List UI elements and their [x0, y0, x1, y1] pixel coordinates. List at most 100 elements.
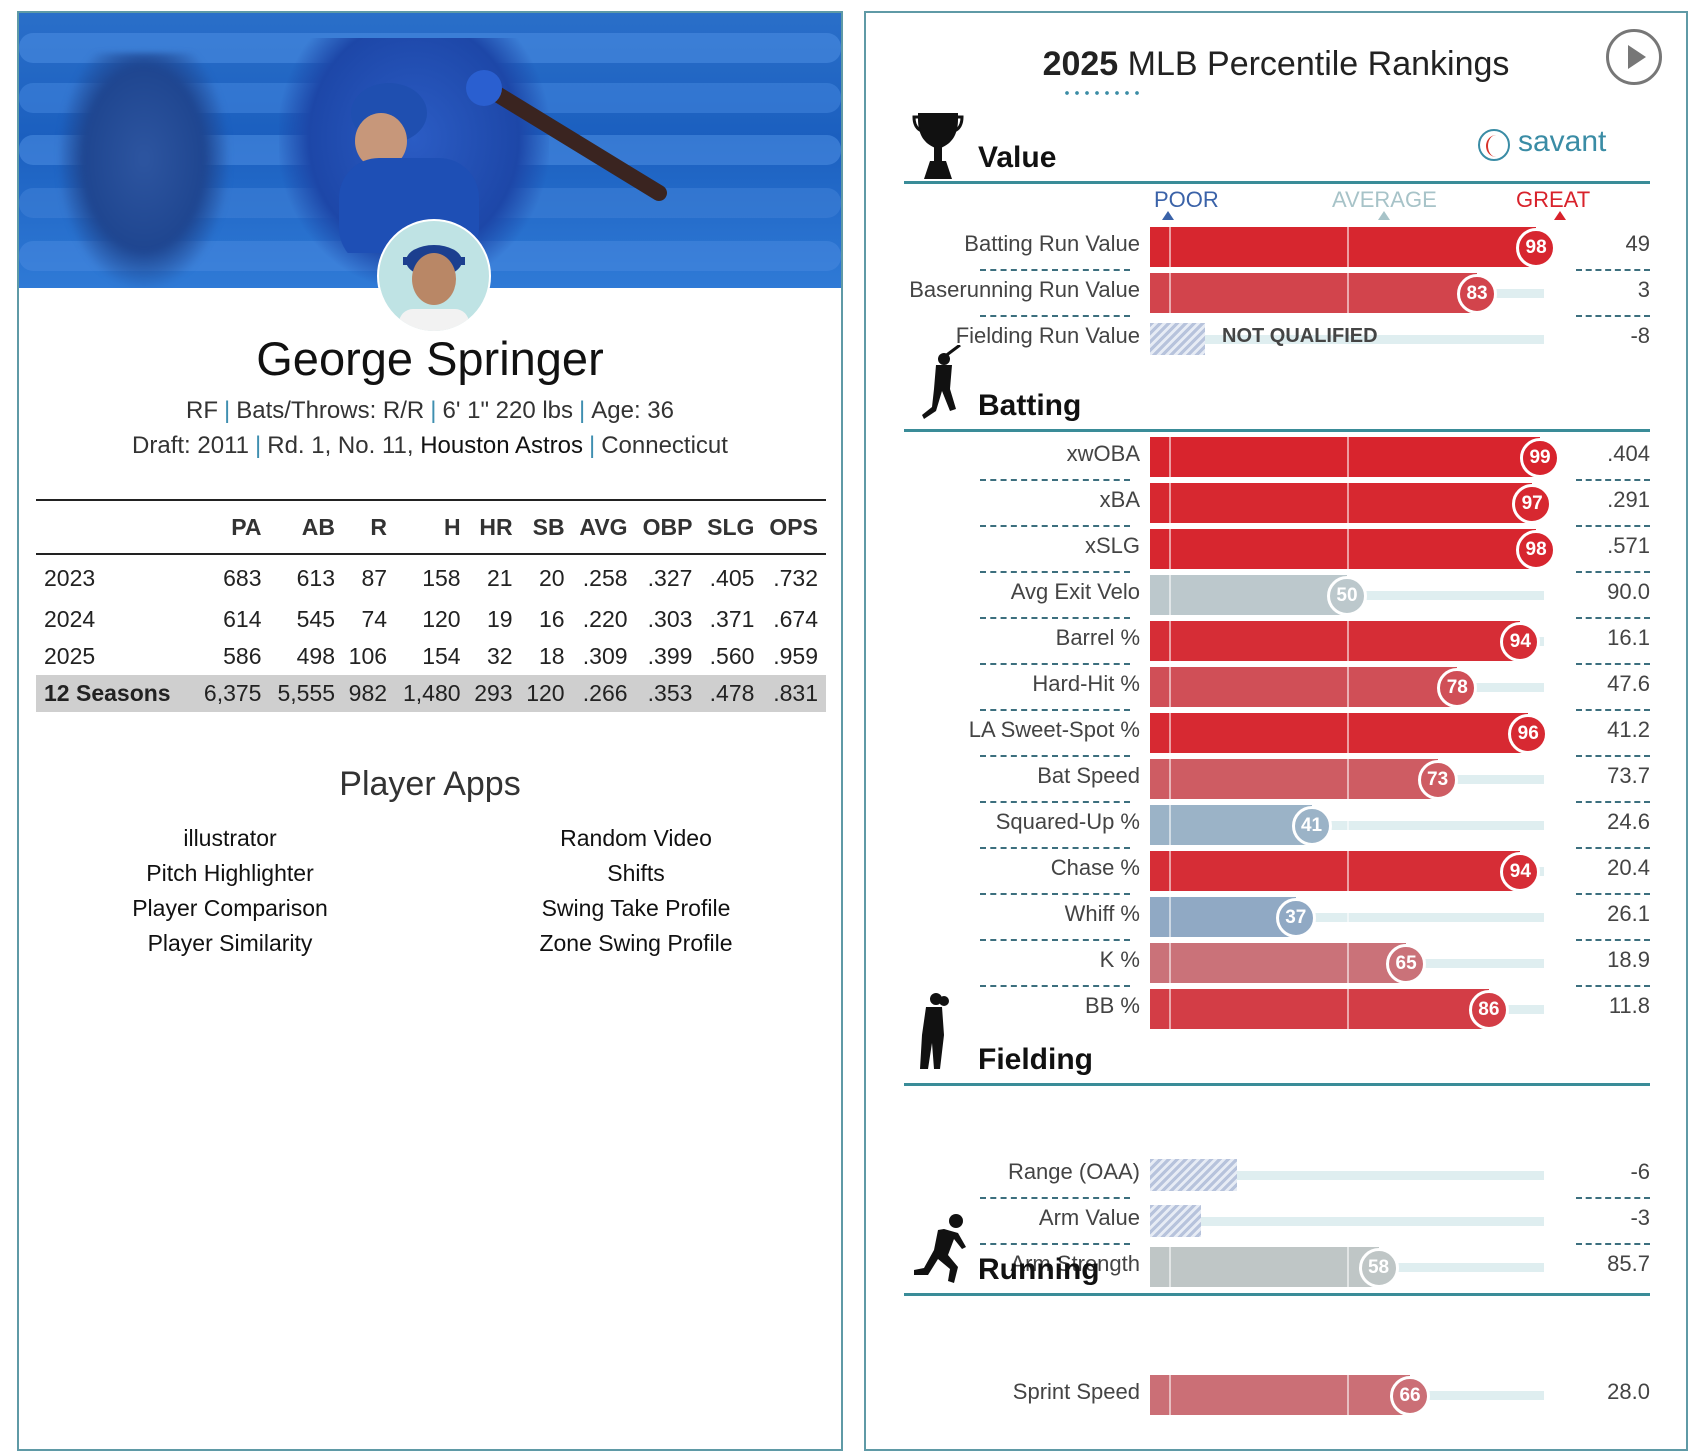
average-tick	[1347, 943, 1349, 983]
metric-row[interactable]: NOT QUALIFIED Fielding Run Value -8	[904, 319, 1650, 362]
stats-cell: .732	[773, 564, 818, 591]
metric-row[interactable]: Arm Value -3	[904, 1201, 1650, 1245]
metric-value: 16.1	[1607, 625, 1650, 650]
savant-logo[interactable]: savant	[1518, 125, 1607, 158]
metric-value: .571	[1607, 533, 1650, 558]
draft-pick: Rd. 1, No. 11,	[267, 432, 414, 459]
metric-row[interactable]: 83 Baserunning Run Value 3	[904, 273, 1650, 317]
metric-label: Batting Run Value	[964, 231, 1140, 256]
row-divider	[980, 571, 1130, 573]
metric-row[interactable]: 96 LA Sweet-Spot % 41.2	[904, 713, 1650, 757]
metric-row[interactable]: 73 Bat Speed 73.7	[904, 759, 1650, 803]
metric-row[interactable]: 58 Arm Strength 85.7	[904, 1247, 1650, 1290]
stats-column-header: OBP	[635, 499, 701, 555]
player-app-link[interactable]: illustrator	[183, 825, 277, 851]
row-divider	[980, 847, 1130, 849]
player-app-link[interactable]: Zone Swing Profile	[539, 930, 733, 956]
stats-total-cell: .353	[635, 675, 701, 712]
metric-row[interactable]: 98 xSLG .571	[904, 529, 1650, 573]
metric-label: Range (OAA)	[1007, 1159, 1140, 1184]
batter-icon	[912, 343, 968, 428]
stats-row: 2025 586 498 106 154 32 18 .309 .399 .560 .959	[36, 638, 826, 675]
metric-value: 24.6	[1607, 809, 1650, 834]
row-divider	[1576, 479, 1650, 481]
trophy-icon	[912, 109, 964, 186]
metric-label: K %	[1099, 947, 1140, 972]
percentile-badge: 86	[1468, 990, 1509, 1030]
metric-label: Arm Strength	[1010, 1251, 1140, 1276]
percentile-rankings-card: 2025 MLB Percentile Rankings savant POOR…	[864, 11, 1688, 1451]
metric-row[interactable]: 37 Whiff % 26.1	[904, 897, 1650, 941]
metric-row[interactable]: 94 Barrel % 16.1	[904, 621, 1650, 665]
metric-row[interactable]: 65 K % 18.9	[904, 943, 1650, 987]
player-app-link[interactable]: Player Comparison	[132, 895, 328, 921]
player-app-link[interactable]: Pitch Highlighter	[146, 860, 314, 886]
percentile-badge: 66	[1390, 1376, 1431, 1416]
percentile-badge: 58	[1358, 1248, 1399, 1288]
metric-label: Bat Speed	[1037, 763, 1140, 788]
metric-row[interactable]: 41 Squared-Up % 24.6	[904, 805, 1650, 849]
row-divider	[1576, 1197, 1650, 1199]
average-tick	[1347, 227, 1349, 267]
not-qualified-hatch	[1150, 1159, 1237, 1191]
percentile-badge: 96	[1508, 714, 1549, 754]
metric-row[interactable]: Range (OAA) -6	[904, 1155, 1650, 1199]
row-divider	[1576, 525, 1650, 527]
metric-row[interactable]: 99 xwOBA .404	[904, 437, 1650, 481]
rankings-title-text: MLB Percentile Rankings	[1127, 45, 1510, 83]
player-app-link[interactable]: Swing Take Profile	[541, 895, 731, 921]
percentile-bar	[1150, 227, 1537, 267]
percentile-badge: 50	[1327, 576, 1367, 616]
player-app-link[interactable]: Shifts	[607, 860, 665, 886]
fielder-icon	[912, 993, 952, 1078]
play-icon[interactable]	[1606, 29, 1662, 85]
position: RF	[185, 397, 218, 424]
row-divider	[1576, 663, 1650, 665]
metric-row[interactable]: 86 BB % 11.8	[904, 989, 1650, 1032]
low-tick	[1169, 575, 1171, 615]
metric-row[interactable]: 98 Batting Run Value 49	[904, 227, 1650, 271]
stats-cell: .371	[709, 606, 755, 632]
percentile-badge: 78	[1437, 668, 1478, 708]
scale-average-marker	[1378, 211, 1390, 220]
runner-icon	[912, 1213, 972, 1290]
stats-total-cell: 5,555	[269, 675, 344, 712]
metric-row[interactable]: 78 Hard-Hit % 47.6	[904, 667, 1650, 711]
percentile-bar	[1150, 759, 1438, 799]
percentile-bar	[1150, 529, 1537, 569]
bats-throws: Bats/Throws: R/R	[236, 397, 425, 424]
metric-value: 3	[1637, 277, 1650, 302]
player-app-link[interactable]: Random Video	[560, 825, 712, 851]
metric-row[interactable]: 97 xBA .291	[904, 483, 1650, 527]
metric-value: 11.8	[1608, 993, 1650, 1018]
stats-cell: .405	[709, 564, 755, 591]
stats-cell: 19	[486, 606, 513, 632]
player-app-link[interactable]: Player Similarity	[147, 930, 313, 956]
metric-label: Sprint Speed	[1012, 1379, 1140, 1404]
percentile-bar	[1150, 667, 1458, 707]
row-divider	[1576, 893, 1650, 895]
metric-row[interactable]: 50 Avg Exit Velo 90.0	[904, 575, 1650, 619]
metric-row[interactable]: 66 Sprint Speed 28.0	[904, 1375, 1650, 1418]
player-card: George Springer RF | Bats/Throws: R/R | 6' 1…	[17, 11, 843, 1451]
metric-label: Squared-Up %	[995, 809, 1140, 834]
stats-total-cell: .831	[762, 675, 826, 712]
low-tick	[1169, 273, 1171, 313]
metric-value: 26.1	[1607, 901, 1650, 926]
metric-value: -6	[1630, 1159, 1650, 1184]
stats-cell: 154	[422, 643, 461, 669]
row-divider	[1576, 571, 1650, 573]
stats-column-header: PA	[195, 499, 270, 555]
stats-cell: 20	[539, 564, 565, 591]
low-tick	[1169, 1247, 1171, 1287]
section-title: Batting	[978, 389, 1082, 422]
average-tick	[1347, 437, 1349, 477]
percentile-badge: 65	[1386, 944, 1427, 984]
percentile-bar	[1150, 713, 1529, 753]
average-tick	[1347, 851, 1349, 891]
percentile-badge: 73	[1417, 760, 1458, 800]
row-divider	[980, 801, 1130, 803]
metric-row[interactable]: 94 Chase % 20.4	[904, 851, 1650, 895]
row-divider	[980, 525, 1130, 527]
stats-row: 2023 683 613 87 158 21 20 .258 .327 .405 .732	[36, 554, 826, 601]
